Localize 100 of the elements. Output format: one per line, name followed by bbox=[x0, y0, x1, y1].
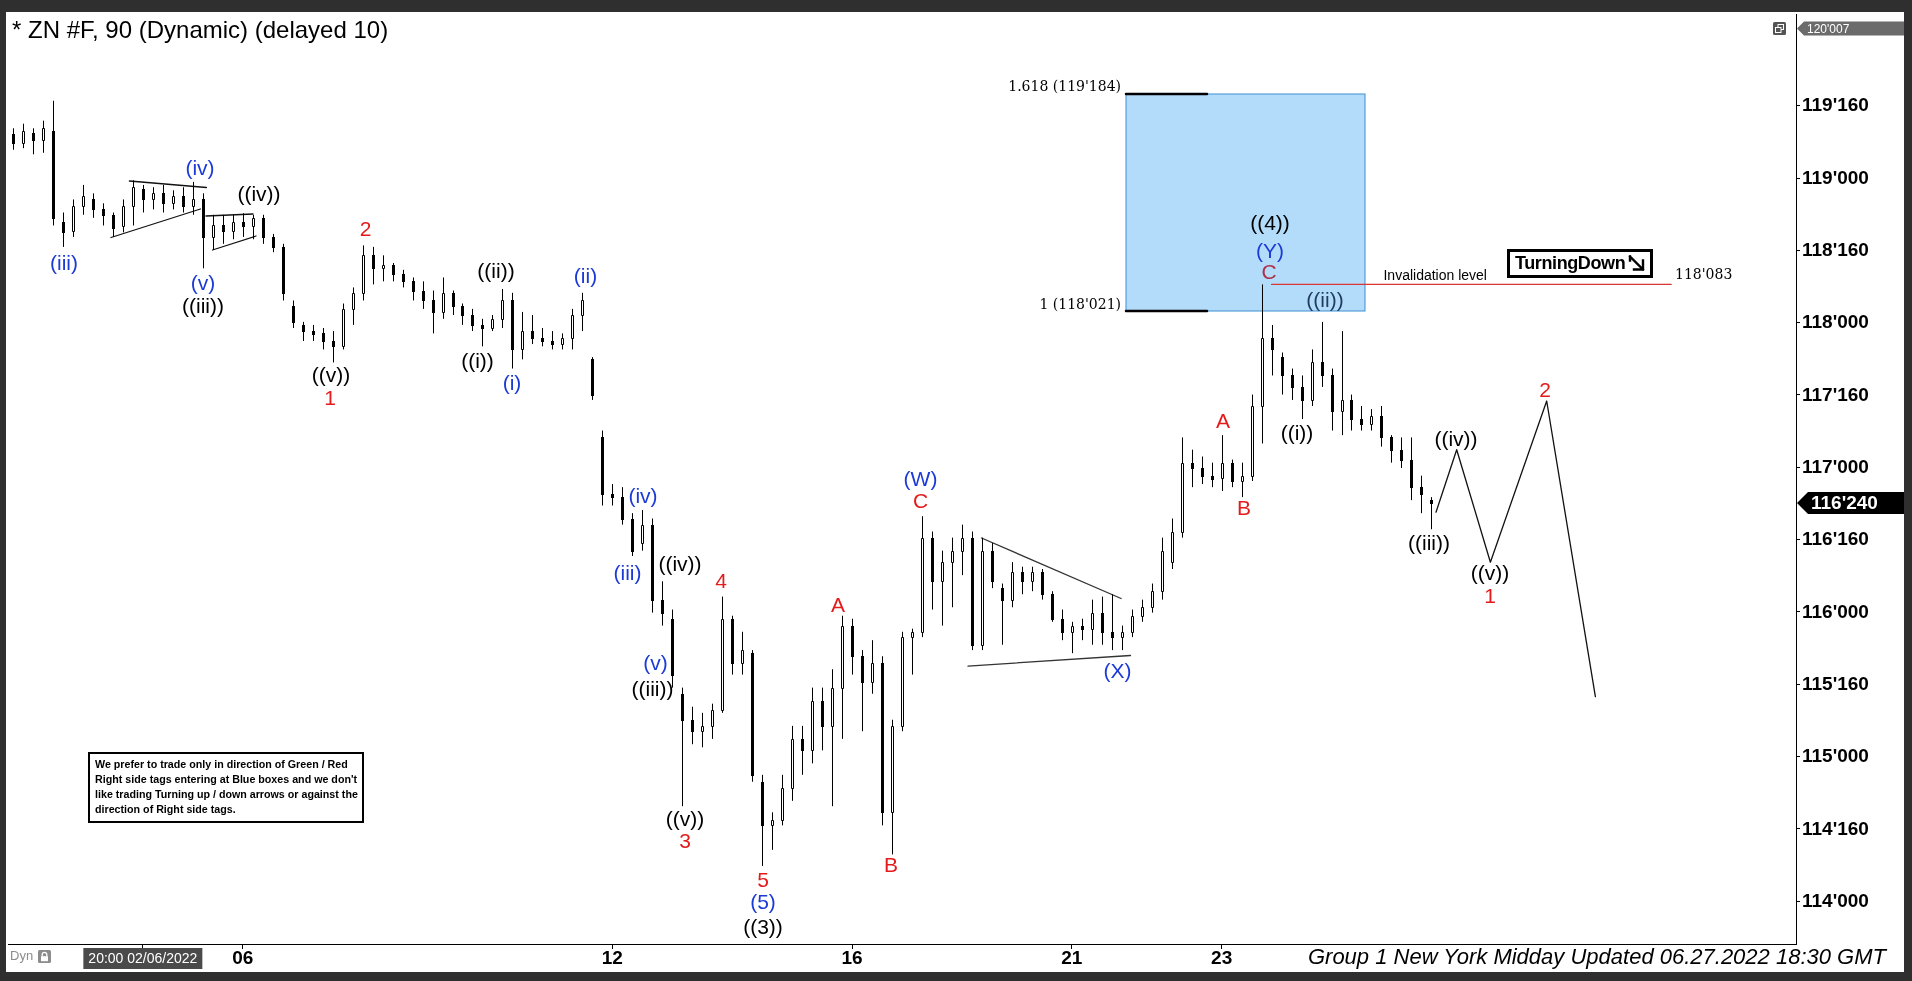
candlestick bbox=[1380, 405, 1383, 448]
text: Group 1 New York Midday Updated 06.27.2022 18:30 GMT bbox=[1307, 944, 1886, 970]
x-tick-label: 20:00 02/06/2022 bbox=[88, 949, 198, 966]
candlestick bbox=[941, 550, 944, 627]
candlestick bbox=[711, 703, 714, 740]
candlestick bbox=[681, 687, 684, 807]
annotation: 2 bbox=[359, 216, 372, 240]
annotation: ((ii)) bbox=[1306, 287, 1344, 311]
annotation: ((i)) bbox=[1280, 420, 1314, 444]
annotation: ((iii)) bbox=[631, 677, 674, 701]
candlestick bbox=[561, 332, 564, 350]
candlestick bbox=[1171, 518, 1174, 570]
candlestick bbox=[1031, 566, 1034, 592]
candlestick bbox=[1400, 436, 1403, 469]
text: 115'000 bbox=[1802, 745, 1869, 767]
candlestick bbox=[1350, 394, 1353, 432]
text: 114'000 bbox=[1802, 889, 1869, 911]
candlestick bbox=[661, 580, 664, 627]
candlestick bbox=[1211, 462, 1214, 488]
candlestick bbox=[232, 214, 235, 240]
candlestick bbox=[112, 211, 115, 238]
candlestick bbox=[352, 286, 355, 326]
candlestick bbox=[1410, 436, 1413, 501]
candlestick bbox=[1071, 621, 1074, 654]
candlestick bbox=[611, 483, 614, 507]
chart-title: * ZN #F, 90 (Dynamic) (delayed 10) bbox=[12, 16, 389, 44]
annotation: ((iv)) bbox=[1434, 427, 1478, 451]
annotation: (ii) bbox=[573, 263, 598, 287]
text: 118'160 bbox=[1802, 239, 1869, 261]
text: 120'007 bbox=[1807, 21, 1850, 36]
annotation: ((iv)) bbox=[658, 552, 702, 576]
candlestick bbox=[92, 192, 95, 219]
annotation: A bbox=[830, 592, 846, 616]
candlestick bbox=[332, 330, 335, 363]
candlestick bbox=[1321, 321, 1324, 388]
candlestick bbox=[1221, 434, 1224, 492]
annotation: 4 bbox=[715, 569, 728, 593]
candlestick bbox=[1420, 475, 1423, 514]
candlestick bbox=[262, 214, 265, 245]
candlestick bbox=[1081, 618, 1084, 641]
text: 116'160 bbox=[1802, 528, 1869, 550]
candlestick bbox=[252, 214, 255, 240]
candlestick bbox=[461, 303, 464, 326]
candlestick bbox=[1301, 374, 1304, 420]
annotation: (i) bbox=[502, 371, 522, 395]
candlestick bbox=[801, 725, 804, 776]
annotation: (W) bbox=[903, 466, 938, 490]
annotation: ((iii)) bbox=[1408, 530, 1450, 554]
text: 118'000 bbox=[1802, 311, 1869, 333]
candlestick bbox=[601, 430, 604, 507]
candlestick bbox=[1161, 537, 1164, 601]
annotation: ((4)) bbox=[1250, 210, 1290, 234]
text: 116'000 bbox=[1802, 600, 1869, 622]
candlestick bbox=[1261, 283, 1264, 445]
annotation: TurningDown bbox=[1515, 253, 1626, 274]
candlestick bbox=[471, 308, 474, 332]
candlestick bbox=[152, 186, 155, 210]
candlestick bbox=[921, 515, 924, 638]
annotation: 3 bbox=[679, 829, 691, 853]
candlestick bbox=[881, 655, 884, 826]
candlestick bbox=[671, 609, 674, 689]
annotation: B bbox=[883, 852, 899, 876]
annotation: A bbox=[1215, 408, 1231, 432]
candlestick bbox=[362, 244, 365, 301]
candlestick bbox=[172, 189, 175, 210]
text: 116'240 bbox=[1811, 492, 1878, 514]
candlestick bbox=[621, 486, 624, 526]
candlestick bbox=[541, 327, 544, 347]
annotation: (Y) bbox=[1256, 238, 1284, 262]
candlestick bbox=[82, 184, 85, 216]
annotation: ((iv)) bbox=[237, 181, 281, 205]
candlestick bbox=[531, 314, 534, 345]
candlestick bbox=[871, 639, 874, 695]
candlestick bbox=[721, 596, 724, 714]
candlestick bbox=[901, 631, 904, 732]
text: 117'000 bbox=[1802, 455, 1869, 477]
annotation: 1 (118'021) bbox=[1039, 295, 1121, 312]
annotation: We prefer to trade only in direction of Green / Red Right side tags entering at Blue boxes and we don't like trading Turning up / down arrows or against the direction of Right side tags. bbox=[95, 757, 359, 817]
candlestick bbox=[1341, 330, 1344, 436]
candlestick bbox=[951, 537, 954, 608]
candlestick bbox=[422, 280, 425, 310]
text: 5 bbox=[757, 867, 769, 891]
candlestick bbox=[581, 292, 584, 332]
text: 119'000 bbox=[1802, 166, 1869, 188]
x-tick-label: 12 bbox=[601, 947, 623, 969]
candlestick bbox=[891, 719, 894, 855]
text: 117'160 bbox=[1802, 383, 1869, 405]
candlestick bbox=[1181, 436, 1184, 539]
candlestick bbox=[1191, 449, 1194, 488]
candlestick bbox=[1201, 456, 1204, 485]
candlestick bbox=[771, 811, 774, 851]
annotation: C bbox=[912, 488, 929, 512]
text: ((3)) bbox=[743, 914, 783, 938]
candlestick bbox=[1271, 324, 1274, 376]
annotation: 1 bbox=[1484, 583, 1496, 607]
candlestick bbox=[981, 537, 984, 651]
candlestick bbox=[931, 531, 934, 611]
candlestick bbox=[1241, 462, 1244, 498]
candlestick bbox=[911, 628, 914, 676]
candlestick bbox=[322, 327, 325, 350]
